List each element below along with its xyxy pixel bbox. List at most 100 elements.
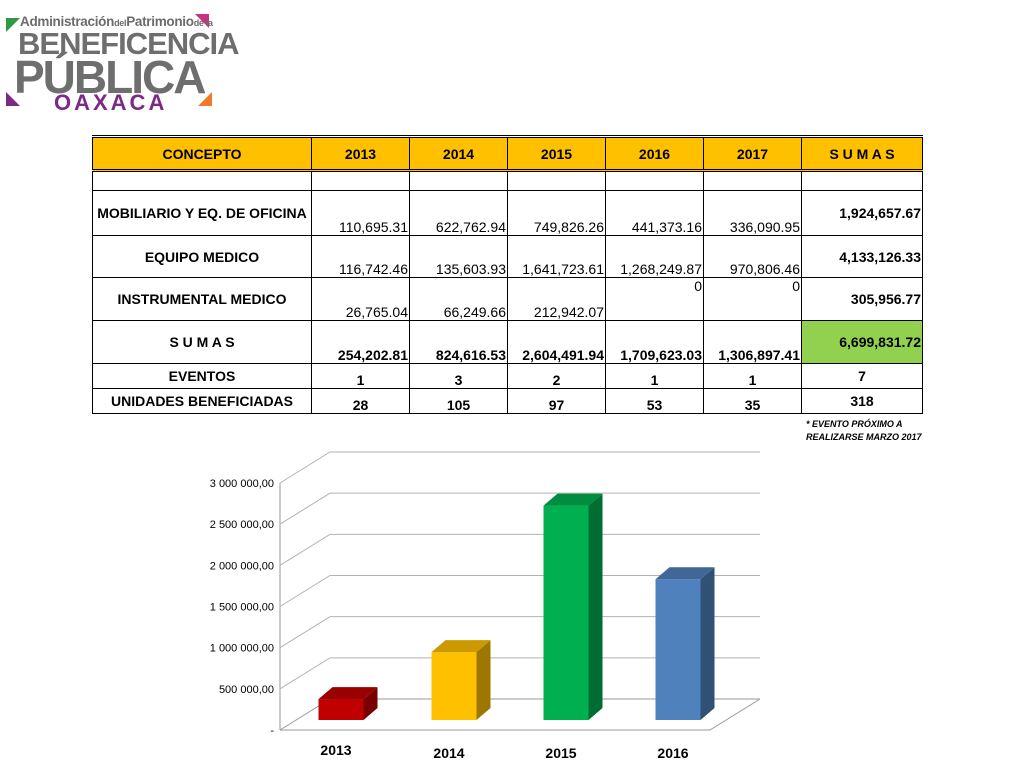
x-tick-label: 2015 <box>545 745 576 760</box>
chart-y-axis: - 500 000,00 1 000 000,00 1 500 000,00 2 000… <box>210 478 275 737</box>
cell: 105 <box>409 388 508 414</box>
row-sum: 318 <box>801 388 923 414</box>
bar-front <box>655 579 701 720</box>
bar-chart: - 500 000,00 1 000 000,00 1 500 000,00 2 000… <box>210 451 761 760</box>
row-label: INSTRUMENTAL MEDICO <box>92 277 312 321</box>
row-sum: 1,924,657.67 <box>801 190 923 236</box>
bar-2013 <box>318 687 378 720</box>
bar-top <box>431 640 491 653</box>
table-header-row: CONCEPTO 2013 2014 2015 2016 2017 S U M … <box>92 135 923 172</box>
bar-top <box>543 493 603 506</box>
cell: 1,268,249.87 <box>605 235 704 278</box>
gridline <box>279 616 760 649</box>
header-2014: 2014 <box>409 135 508 172</box>
cell: 0 <box>605 277 704 321</box>
cell: 110,695.31 <box>311 190 410 236</box>
table-row: MOBILIARIO Y EQ. DE OFICINA 110,695.31 6… <box>92 190 923 236</box>
cell: 970,806.46 <box>703 235 802 278</box>
chart-x-axis: 2013 2014 2015 2016 <box>320 742 688 760</box>
bar-side <box>476 640 491 720</box>
row-sum: 7 <box>801 363 923 389</box>
bar-2015 <box>543 493 603 720</box>
cell: 116,742.46 <box>311 235 410 278</box>
bar-2016 <box>655 567 715 720</box>
logo: AdministracióndelPatrimoniode la BENEFIC… <box>2 8 240 115</box>
bar-side <box>363 687 378 720</box>
logo-oaxaca: OAXACA <box>54 90 168 115</box>
y-tick-label: 2 500 000,00 <box>210 519 274 531</box>
cell: 0 <box>703 277 802 321</box>
gridline <box>279 533 760 566</box>
logo-corner-orange <box>198 92 212 106</box>
bar-2014 <box>431 640 491 720</box>
row-label: MOBILIARIO Y EQ. DE OFICINA <box>92 190 312 236</box>
cell: 1 <box>311 363 410 389</box>
header-2015: 2015 <box>507 135 606 172</box>
row-sum: 4,133,126.33 <box>801 235 923 278</box>
cell: 53 <box>605 388 704 414</box>
row-sum: 305,956.77 <box>801 277 923 321</box>
cell: 97 <box>507 388 606 414</box>
cell: 1 <box>605 363 704 389</box>
logo-top-line: AdministracióndelPatrimoniode la <box>20 14 213 29</box>
logo-corner-green <box>6 18 20 32</box>
gridline <box>279 492 760 525</box>
bar-front <box>543 505 589 720</box>
x-tick-label: 2014 <box>433 745 464 760</box>
gridline <box>279 657 760 690</box>
header-2017: 2017 <box>703 135 802 172</box>
table-row: EQUIPO MEDICO 116,742.46 135,603.93 1,64… <box>92 235 923 278</box>
x-tick-label: 2013 <box>320 742 351 758</box>
cell: 622,762.94 <box>409 190 508 236</box>
logo-publica: PÚBLICA <box>14 51 206 103</box>
table-row: INSTRUMENTAL MEDICO 26,765.04 66,249.66 … <box>92 277 923 321</box>
bar-side <box>588 493 603 720</box>
row-label: EVENTOS <box>92 363 312 389</box>
cell: 135,603.93 <box>409 235 508 278</box>
y-tick-label: - <box>270 725 274 737</box>
x-tick-label: 2016 <box>657 745 688 760</box>
cell: 336,090.95 <box>703 190 802 236</box>
chart-floor-front <box>280 698 761 731</box>
cell: 28 <box>311 388 410 414</box>
summary-table: CONCEPTO 2013 2014 2015 2016 2017 S U M … <box>92 135 923 414</box>
logo-beneficencia: BENEFICENCIA <box>18 26 240 61</box>
bar-front <box>318 699 364 720</box>
bar-top <box>318 687 378 700</box>
cell: 2,604,491.94 <box>507 320 606 364</box>
cell: 441,373.16 <box>605 190 704 236</box>
cell: 1,709,623.03 <box>605 320 704 364</box>
cell: 2 <box>507 363 606 389</box>
cell: 824,616.53 <box>409 320 508 364</box>
bar-side <box>700 567 715 720</box>
y-tick-label: 1 500 000,00 <box>210 602 274 614</box>
logo-corner-pink <box>195 14 209 28</box>
cell: 66,249.66 <box>409 277 508 321</box>
cell: 3 <box>409 363 508 389</box>
header-concepto: CONCEPTO <box>92 135 312 172</box>
cell: 749,826.26 <box>507 190 606 236</box>
y-tick-label: 2 000 000,00 <box>210 560 274 572</box>
header-sumas: S U M A S <box>801 135 923 172</box>
bar-top <box>655 567 715 580</box>
row-label: EQUIPO MEDICO <box>92 235 312 278</box>
chart-grid <box>279 451 761 731</box>
row-label: UNIDADES BENEFICIADAS <box>92 388 312 414</box>
table-row-totals: S U M A S 254,202.81 824,616.53 2,604,49… <box>92 320 923 364</box>
cell: 35 <box>703 388 802 414</box>
table-blank-row <box>92 170 923 191</box>
y-tick-label: 500 000,00 <box>219 684 274 696</box>
cell: 1,306,897.41 <box>703 320 802 364</box>
cell: 254,202.81 <box>311 320 410 364</box>
table-row: UNIDADES BENEFICIADAS 28 105 97 53 35 31… <box>92 388 923 414</box>
table-row: EVENTOS 1 3 2 1 1 7 <box>92 363 923 389</box>
row-label: S U M A S <box>92 320 312 364</box>
gridline <box>279 451 760 484</box>
y-tick-label: 3 000 000,00 <box>210 478 274 490</box>
footnote: * EVENTO PRÓXIMO A REALIZARSE MARZO 2017 <box>806 419 922 442</box>
grand-total: 6,699,831.72 <box>801 320 923 364</box>
cell: 1 <box>703 363 802 389</box>
bar-front <box>431 652 477 720</box>
gridline <box>279 575 760 607</box>
cell: 26,765.04 <box>311 277 410 321</box>
